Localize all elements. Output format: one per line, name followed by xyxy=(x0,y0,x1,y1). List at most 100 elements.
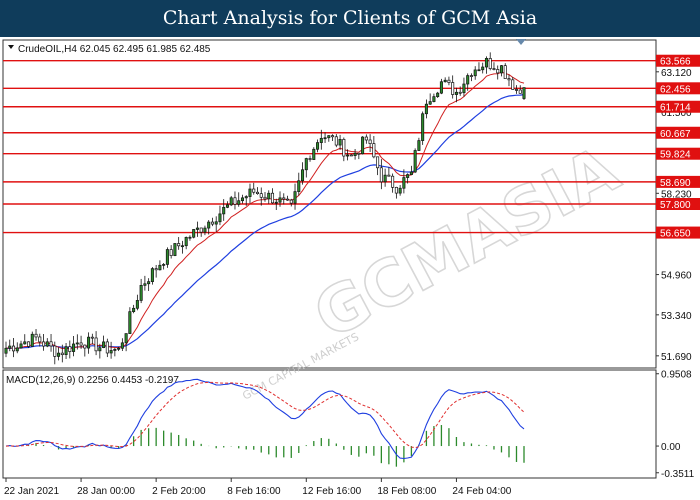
candle xyxy=(278,191,282,207)
candle xyxy=(323,132,327,144)
candle xyxy=(75,334,79,350)
candle-body xyxy=(255,191,260,194)
candle-body xyxy=(443,79,447,83)
candle-body xyxy=(357,152,361,155)
candle-body xyxy=(289,199,293,204)
candle-body xyxy=(270,192,275,204)
candle xyxy=(454,87,458,103)
candle-body xyxy=(158,264,162,271)
time-tick-label: 8 Feb 16:00 xyxy=(227,486,281,497)
level-label-box xyxy=(656,54,700,67)
candle-body xyxy=(87,336,91,349)
candle-body xyxy=(342,139,346,157)
candle xyxy=(484,56,488,74)
candle-body xyxy=(218,213,222,223)
candle-body xyxy=(210,221,214,225)
candle-body xyxy=(413,150,417,173)
candle xyxy=(492,62,496,71)
candle-body xyxy=(466,75,470,85)
candle-body xyxy=(263,196,267,200)
macd-signal-line xyxy=(5,381,525,449)
level-label: 58.690 xyxy=(660,178,691,189)
candle-body xyxy=(244,196,248,199)
candle-body xyxy=(102,341,106,348)
candle-body xyxy=(23,341,27,345)
candle-body xyxy=(15,347,19,352)
level-label: 56.650 xyxy=(660,229,691,240)
candle-body xyxy=(349,154,353,157)
candle xyxy=(139,278,143,304)
candle xyxy=(409,165,413,175)
candle xyxy=(34,329,38,341)
candle-body xyxy=(282,197,286,200)
candle xyxy=(192,229,196,239)
candle-body xyxy=(428,101,432,105)
candle-body xyxy=(169,249,173,256)
candle xyxy=(349,154,353,157)
candle xyxy=(297,172,301,196)
candle-body xyxy=(387,174,391,177)
candle-body xyxy=(139,285,143,301)
candle-body xyxy=(327,135,331,139)
candle xyxy=(469,73,473,82)
macd-axis: 0.9508 0.00 -0.3511 xyxy=(656,370,695,480)
price-tick-label: 54.960 xyxy=(661,271,692,282)
level-label: 59.824 xyxy=(660,150,691,161)
candle-body xyxy=(492,68,496,70)
candle-body xyxy=(316,142,320,150)
level-label-box xyxy=(656,100,700,113)
candle-body xyxy=(481,66,485,71)
candle xyxy=(338,134,342,151)
candle xyxy=(195,221,199,237)
candle xyxy=(372,136,376,159)
candle-body xyxy=(447,79,451,83)
candle-body xyxy=(436,92,440,98)
candle xyxy=(42,334,46,351)
time-tick-label: 2 Feb 20:00 xyxy=(152,486,206,497)
candle xyxy=(406,173,410,184)
candle xyxy=(398,184,402,196)
candle xyxy=(83,344,87,357)
candle xyxy=(233,191,237,210)
candle-body xyxy=(128,311,132,334)
candle xyxy=(177,237,181,250)
candle xyxy=(342,137,346,162)
candle-body xyxy=(409,171,413,175)
candle-body xyxy=(27,341,31,347)
candle xyxy=(439,78,443,95)
candle-body xyxy=(184,237,188,247)
level-label-box xyxy=(656,226,700,239)
candle-body xyxy=(177,243,181,247)
candle xyxy=(11,337,16,358)
candle xyxy=(240,194,244,204)
candle-body xyxy=(267,192,271,200)
candle xyxy=(4,341,8,358)
candle xyxy=(27,341,31,349)
candle-body xyxy=(297,180,301,192)
candle xyxy=(184,236,188,250)
price-tick-label: 58.230 xyxy=(661,189,692,200)
candle-body xyxy=(391,175,395,188)
candle xyxy=(109,341,113,359)
candle-body xyxy=(477,69,481,72)
candle-body xyxy=(424,103,428,115)
level-label-box xyxy=(656,82,700,95)
candle-body xyxy=(180,245,184,248)
candle-body xyxy=(379,167,383,183)
candle xyxy=(259,187,263,206)
candle xyxy=(210,217,214,227)
candle-body xyxy=(402,177,406,189)
candle xyxy=(225,201,229,209)
time-tick-label: 18 Feb 08:00 xyxy=(377,486,436,497)
candle-body xyxy=(207,221,211,229)
candle xyxy=(150,267,154,285)
candle-body xyxy=(511,79,515,90)
candle xyxy=(207,220,211,235)
candle-body xyxy=(361,136,365,155)
candle xyxy=(173,243,177,257)
level-label: 62.456 xyxy=(660,84,691,95)
candle xyxy=(117,346,121,352)
candle xyxy=(413,148,417,174)
price-tick-label: 63.120 xyxy=(661,68,692,79)
candle xyxy=(147,278,151,291)
